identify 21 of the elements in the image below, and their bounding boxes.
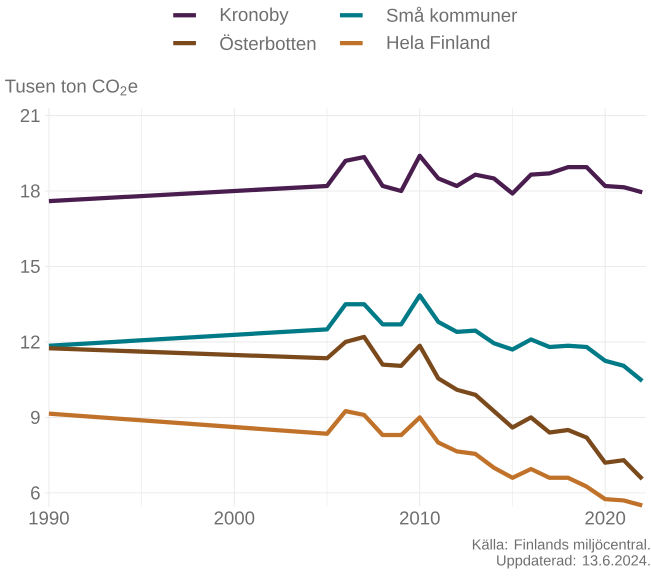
x-tick-label: 1990 xyxy=(30,511,69,525)
line-series xyxy=(46,334,644,482)
text: Källa: Finlands miljöcentral. xyxy=(472,538,650,552)
line-series xyxy=(46,293,644,383)
legend-label: Små kommuner xyxy=(386,6,518,22)
line-series xyxy=(46,408,644,508)
legend-label: Kronoby xyxy=(220,7,289,25)
legend-label: Hela Finland xyxy=(388,35,490,49)
legend-label: Österbotten xyxy=(220,34,316,50)
y-tick-label: 12 xyxy=(21,335,40,348)
y-tick-label: 6 xyxy=(31,486,40,500)
x-tick-label: 2000 xyxy=(214,511,254,525)
line-series xyxy=(46,154,644,204)
y-tick-label: 15 xyxy=(21,260,40,273)
text: Uppdaterad: 13.6.2024. xyxy=(497,554,650,568)
x-tick-label: 2020 xyxy=(585,511,626,525)
y-tick-label: 18 xyxy=(21,184,40,198)
y-tick-label: 9 xyxy=(31,410,40,424)
y-tick-label: 21 xyxy=(20,108,40,122)
y-axis-title: Tusen ton CO$_{2}$e xyxy=(5,79,138,96)
x-tick-label: 2010 xyxy=(400,511,440,525)
